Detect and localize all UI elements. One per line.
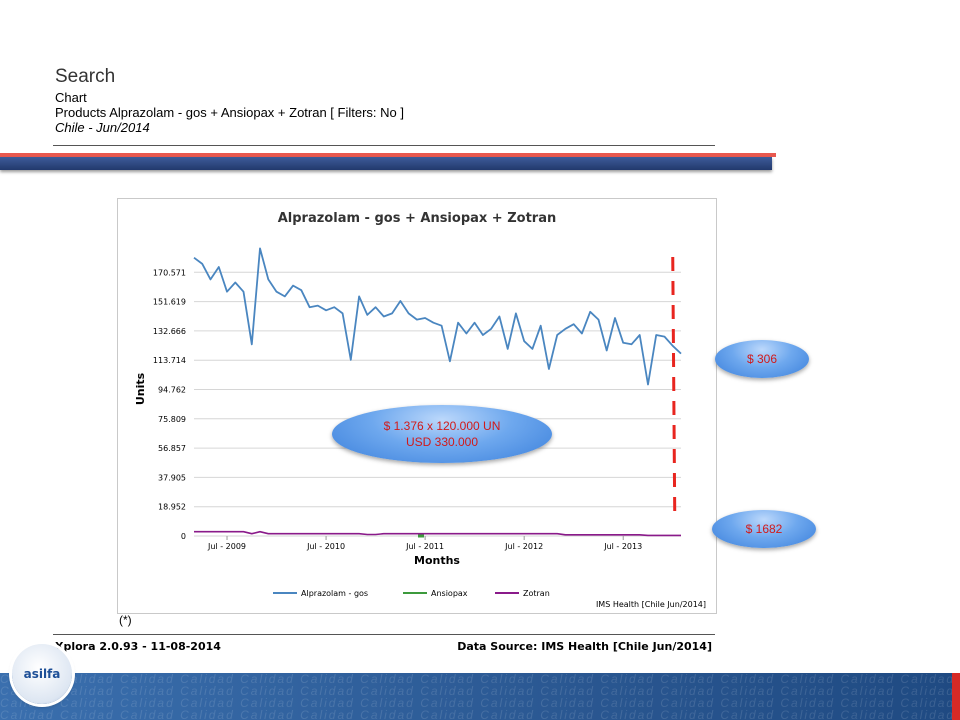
strip-watermark-text: Calidad Calidad Calidad Calidad Calidad …: [0, 673, 960, 720]
reference-marker-line: [671, 256, 677, 516]
y-tick-label: 56.857: [158, 444, 186, 453]
y-tick-label: 0: [181, 532, 186, 541]
y-axis-ticks: 0 18.952 37.905 56.857 75.809 94.762 113.714 13…: [153, 268, 186, 541]
chart-title: Alprazolam - gos + Ansiopax + Zotran: [278, 211, 557, 226]
callout-line-usd: USD 330.000: [405, 435, 479, 449]
callout-line-units: $ 1.376 x 120.000 UN: [383, 419, 501, 433]
x-axis-label: Months: [414, 554, 460, 567]
footer-divider: [53, 634, 715, 635]
series-group: [193, 247, 682, 538]
y-tick-label: 113.714: [153, 356, 186, 365]
y-tick-label: 170.571: [153, 268, 186, 277]
line-chart: Alprazolam - gos + Ansiopax + Zotran 0 18…: [134, 211, 706, 609]
price-callout-bottom: $ 1682: [712, 510, 816, 548]
x-tick-label: Jul - 2011: [405, 542, 444, 551]
series-line-1: [193, 247, 682, 386]
x-tick-label: Jul - 2009: [207, 542, 246, 551]
y-tick-label: 94.762: [158, 385, 186, 394]
price-top-label: $ 306: [746, 352, 778, 366]
report-header: Search Chart Products Alprazolam - gos +…: [55, 66, 715, 135]
region-period-line: Chile - Jun/2014: [55, 120, 150, 135]
legend-label: Ansiopax: [431, 589, 468, 598]
legend-label: Zotran: [523, 589, 550, 598]
header-divider: [53, 145, 715, 146]
price-bottom-label: $ 1682: [745, 522, 783, 536]
y-tick-label: 18.952: [158, 503, 186, 512]
x-tick-label: Jul - 2013: [603, 542, 642, 551]
y-tick-label: 75.809: [158, 415, 186, 424]
footer-source: Data Source: IMS Health [Chile Jun/2014]: [457, 640, 712, 653]
products-filter-line: Products Alprazolam - gos + Ansiopax + Z…: [55, 105, 404, 120]
y-tick-label: 151.619: [153, 298, 186, 307]
asilfa-logo: asilfa: [12, 644, 72, 704]
logo-text: asilfa: [23, 667, 61, 681]
blue-banner: [0, 157, 772, 170]
price-callout-top: $ 306: [715, 340, 809, 378]
red-corner-tab: [952, 673, 960, 720]
series-line-3: [194, 530, 681, 537]
x-axis-ticks: Jul - 2009 Jul - 2010 Jul - 2011 Jul - 2012…: [207, 536, 642, 551]
footer-version: Xplora 2.0.93 - 11-08-2014: [55, 640, 221, 653]
footnote-marker: (*): [119, 613, 132, 627]
y-axis-label: Units: [134, 372, 147, 405]
x-tick-label: Jul - 2010: [306, 542, 345, 551]
search-title: Search: [55, 66, 116, 87]
chart-label: Chart: [55, 90, 87, 105]
legend-label: Alprazolam - gos: [301, 589, 368, 598]
y-tick-label: 37.905: [158, 473, 186, 482]
bottom-brand-strip: Calidad Calidad Calidad Calidad Calidad …: [0, 673, 960, 720]
value-callout-bubble: $ 1.376 x 120.000 UN USD 330.000: [332, 405, 552, 463]
x-tick-label: Jul - 2012: [504, 542, 543, 551]
accent-stripe: [0, 153, 776, 157]
y-tick-label: 132.666: [153, 327, 186, 336]
source-note: IMS Health [Chile Jun/2014]: [596, 600, 706, 609]
legend: Alprazolam - gos Ansiopax Zotran: [273, 589, 550, 598]
